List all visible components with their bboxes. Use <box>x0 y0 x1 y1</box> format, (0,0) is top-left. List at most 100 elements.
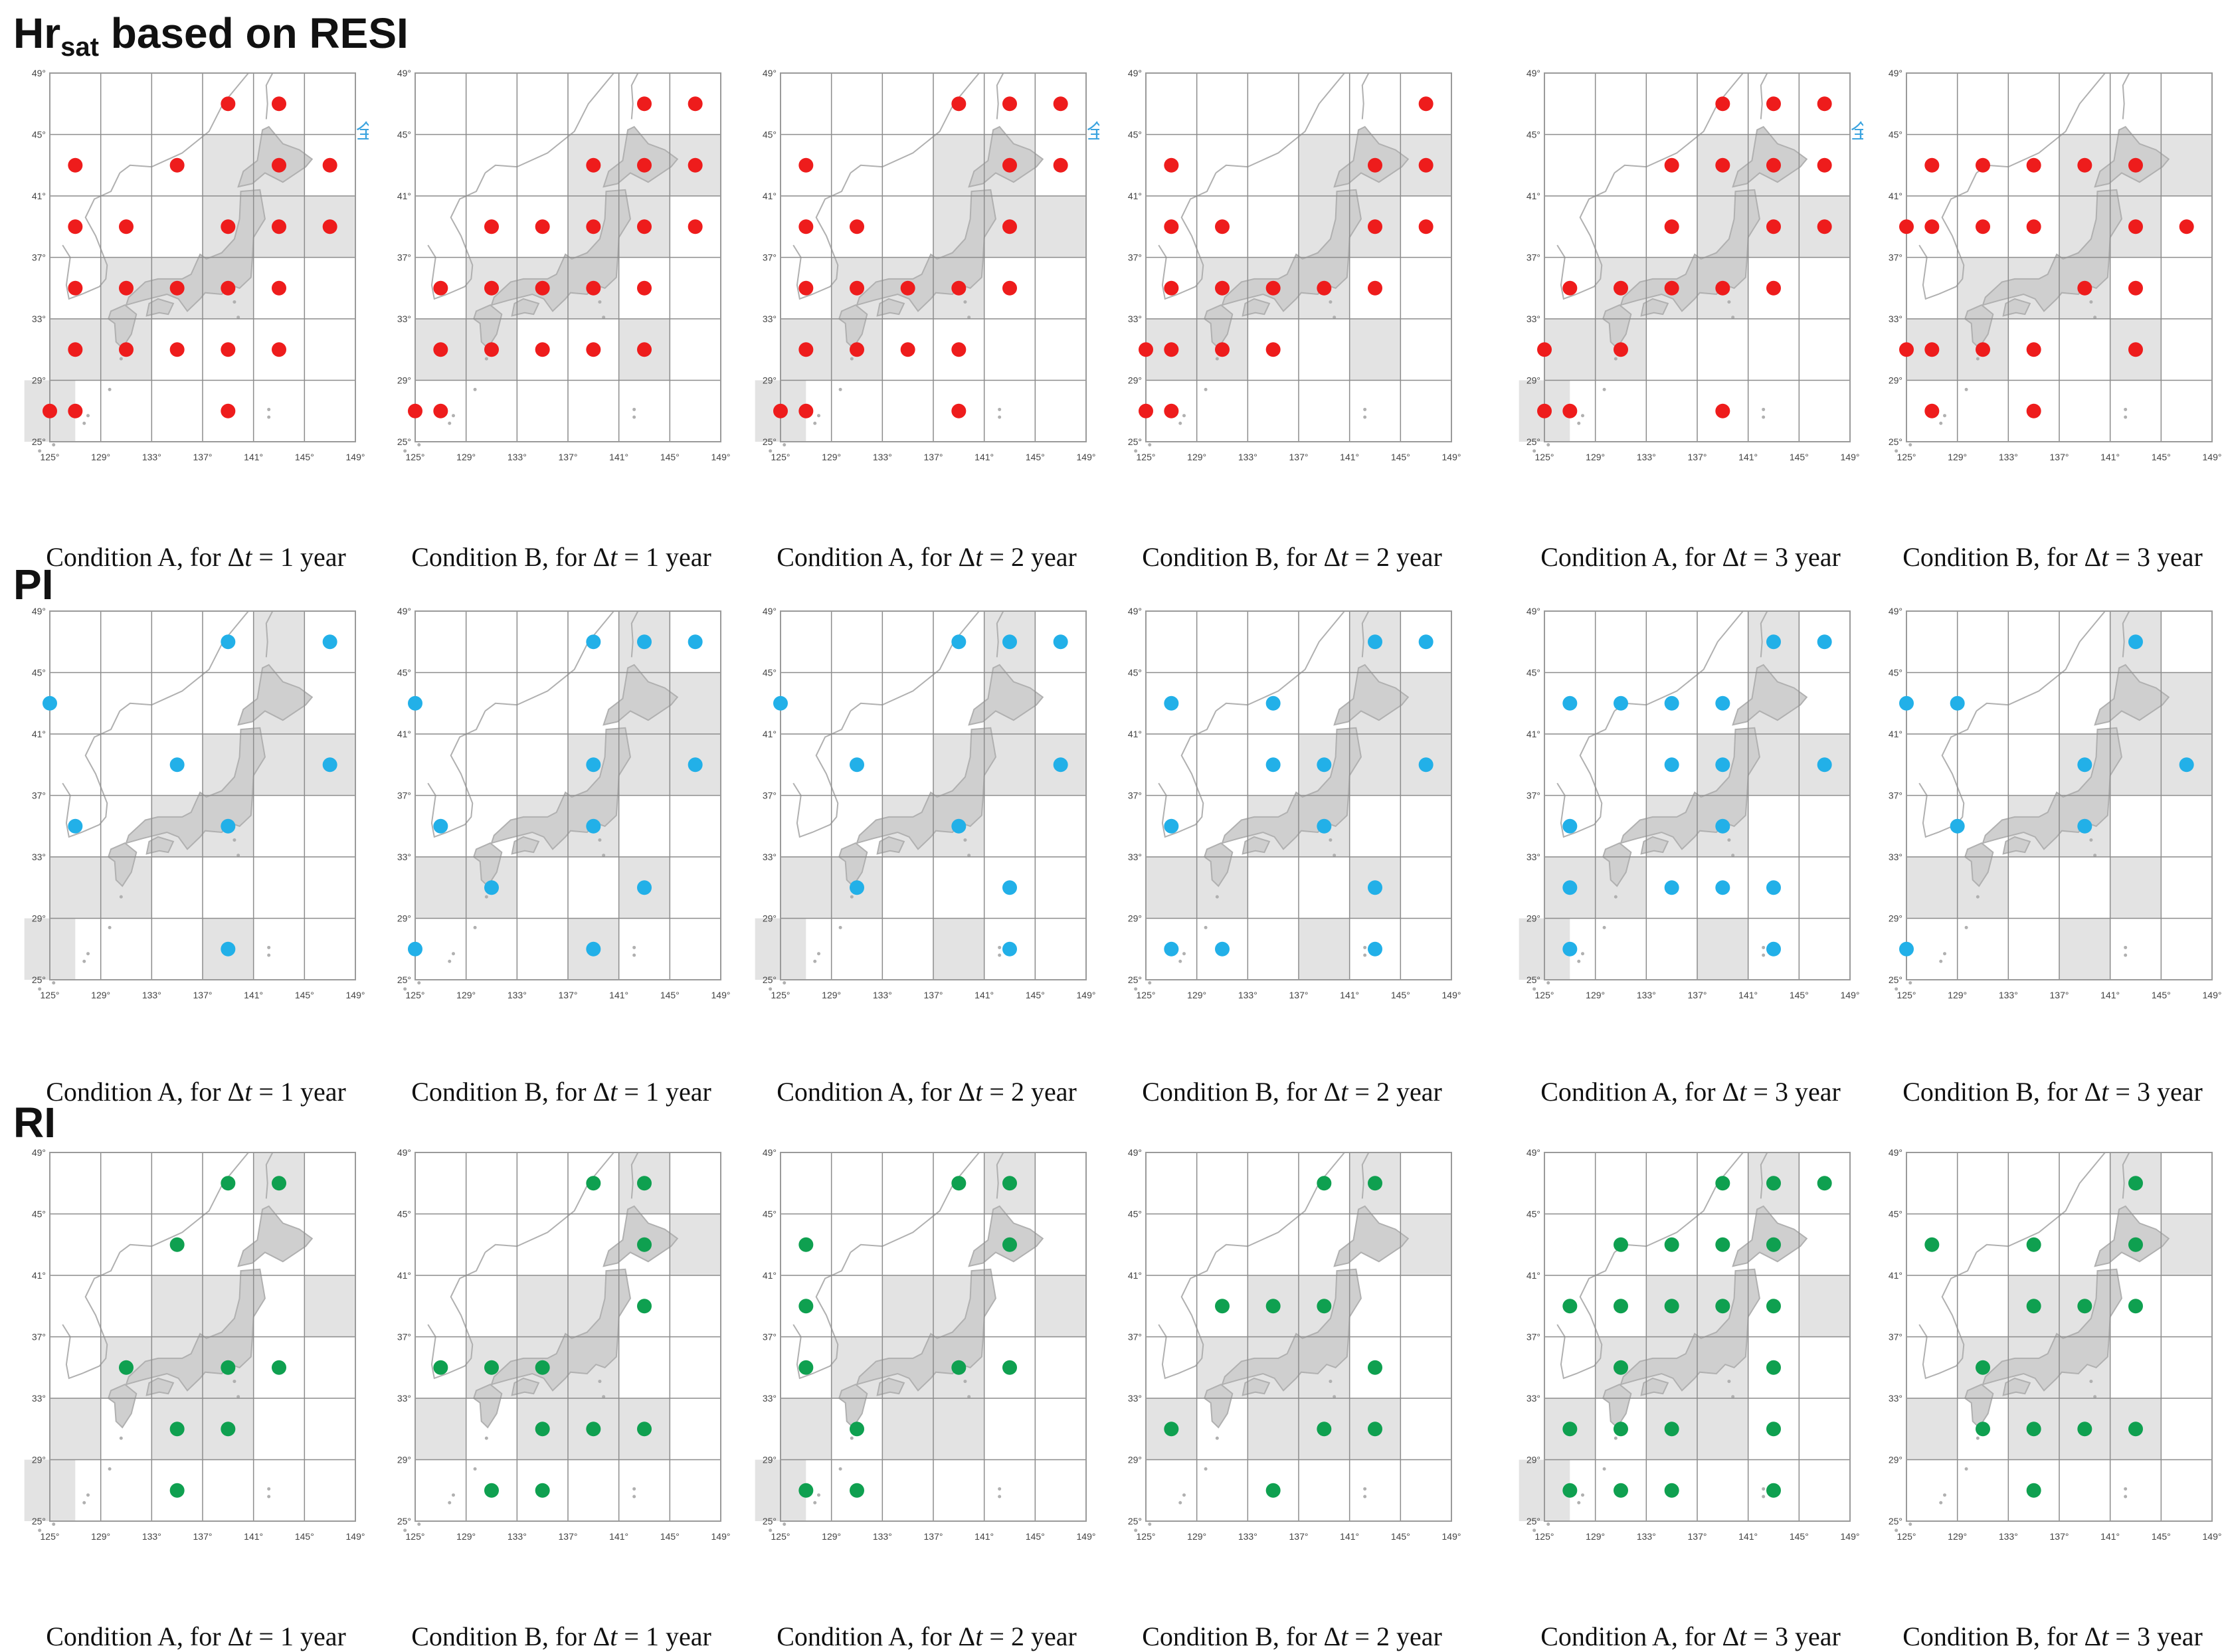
data-point <box>586 342 601 357</box>
mainland-coastline <box>1614 610 1744 712</box>
x-tick-label: 137° <box>1289 990 1309 1000</box>
mainland-coastline <box>1976 1152 2106 1253</box>
x-tick-label: 137° <box>1688 452 1707 462</box>
map-panel-pi-2: 125° 129° 133° 137° 141° 145° 149° 49° 45° 41° 37°… <box>389 601 734 1107</box>
island <box>1602 387 1606 391</box>
caption-pre: , for Δ <box>1272 1621 1341 1651</box>
x-tick-label: 149° <box>1841 1531 1860 1542</box>
data-point <box>1368 1422 1382 1437</box>
island <box>967 854 971 858</box>
korea-coastline <box>427 710 486 838</box>
x-tick-label: 145° <box>660 1531 680 1542</box>
map-svg: 125° 129° 133° 137° 141° 145° 149° 49° 45° 41° 37°… <box>397 606 731 1000</box>
korea-coastline <box>1556 710 1616 838</box>
data-point <box>1766 941 1781 957</box>
island <box>1943 414 1946 418</box>
map-panel-ri-1: 125° 129° 133° 137° 141° 145° 149° 49° 45° 41° 37°… <box>23 1143 369 1651</box>
x-tick-label: 145° <box>1391 452 1410 462</box>
data-point <box>586 1422 601 1437</box>
y-tick-label: 45° <box>32 130 46 140</box>
data-point <box>169 757 185 773</box>
data-point <box>1418 157 1434 173</box>
x-tick-label: 149° <box>1442 452 1461 462</box>
y-tick-label: 45° <box>1128 668 1142 678</box>
x-tick-label: 145° <box>1790 990 1809 1000</box>
data-point <box>1976 1360 1990 1375</box>
y-tick-label: 41° <box>397 1270 411 1281</box>
korea-coastline <box>792 1251 852 1380</box>
y-tick-label: 33° <box>397 1393 411 1404</box>
y-tick-label: 49° <box>1128 68 1142 78</box>
y-tick-label: 45° <box>1889 668 1902 678</box>
x-tick-label: 133° <box>142 1531 161 1542</box>
y-tick-label: 49° <box>1527 68 1540 78</box>
map-frame <box>1906 1152 2213 1522</box>
map-panel-ri-4: 125° 129° 133° 137° 141° 145° 149° 49° 45° 41° 37°… <box>1119 1143 1465 1651</box>
y-tick-label: 25° <box>397 974 411 985</box>
mainland-coastline <box>850 610 980 712</box>
data-point <box>850 880 864 895</box>
data-point <box>637 1299 652 1314</box>
caption-number: 1 <box>280 542 294 572</box>
y-tick-label: 37° <box>397 790 411 801</box>
y-tick-label: 41° <box>1527 191 1540 201</box>
data-point <box>1368 157 1382 173</box>
caption-variable: t <box>975 1077 983 1107</box>
island <box>1762 415 1766 419</box>
map-frame <box>49 1152 356 1522</box>
caption-pre: , for Δ <box>541 1077 610 1107</box>
data-point <box>586 157 601 173</box>
y-tick-label: 33° <box>1527 852 1540 862</box>
island <box>267 407 271 411</box>
island <box>1727 300 1731 304</box>
korea-coastline <box>1918 1251 1978 1380</box>
map-svg: 125° 129° 133° 137° 141° 145° 149° 49° 45° 41° 37°… <box>1519 68 1863 462</box>
island <box>1964 1467 1968 1471</box>
caption-condition: Condition A <box>46 1621 177 1651</box>
data-point <box>1614 1483 1628 1498</box>
data-point <box>1368 1360 1382 1375</box>
map-frame <box>49 72 356 442</box>
caption-pre: , for Δ <box>541 542 610 572</box>
data-point <box>1368 1176 1382 1191</box>
island <box>232 838 236 842</box>
y-tick-label: 49° <box>763 606 777 616</box>
data-point <box>169 1483 185 1498</box>
korea-coastline <box>1918 172 1978 300</box>
data-point <box>1368 634 1382 650</box>
x-tick-label: 129° <box>91 990 110 1000</box>
island <box>2124 1495 2128 1499</box>
island <box>1215 895 1219 899</box>
data-point <box>1265 1483 1281 1498</box>
data-point <box>1215 1299 1230 1314</box>
shaded-cell <box>1697 1398 1748 1460</box>
x-tick-label: 137° <box>193 1531 213 1542</box>
y-tick-label: 33° <box>763 852 777 862</box>
sakhalin-coastline <box>265 72 274 120</box>
shaded-cell <box>415 1398 466 1460</box>
caption-eq: = <box>1348 1621 1376 1651</box>
caption-eq: = <box>2108 1077 2137 1107</box>
island <box>632 945 636 949</box>
shikoku-shape <box>145 1377 175 1396</box>
island <box>598 300 602 304</box>
panel-caption: Condition A, for Δt = 3 year <box>1518 541 1863 573</box>
data-point <box>1265 1299 1281 1314</box>
y-tick-label: 37° <box>397 252 411 263</box>
y-tick-label: 25° <box>397 1516 411 1526</box>
korea-coastline <box>792 172 852 300</box>
x-tick-label: 149° <box>2203 990 2222 1000</box>
island <box>1727 1380 1731 1384</box>
caption-number: 2 <box>1010 1077 1024 1107</box>
caption-condition: Condition B <box>1902 1077 2033 1107</box>
map-frame <box>415 1152 721 1522</box>
caption-pre: , for Δ <box>907 1621 976 1651</box>
map-svg: 125° 129° 133° 137° 141° 145° 149° 49° 45° 41° 37°… <box>397 1147 731 1542</box>
korea-coastline <box>1556 1251 1616 1380</box>
data-point <box>2128 1176 2143 1191</box>
data-point <box>1053 634 1068 650</box>
y-tick-label: 49° <box>32 68 46 78</box>
x-tick-label: 141° <box>609 990 628 1000</box>
island <box>813 421 817 425</box>
x-tick-label: 129° <box>91 1531 110 1542</box>
